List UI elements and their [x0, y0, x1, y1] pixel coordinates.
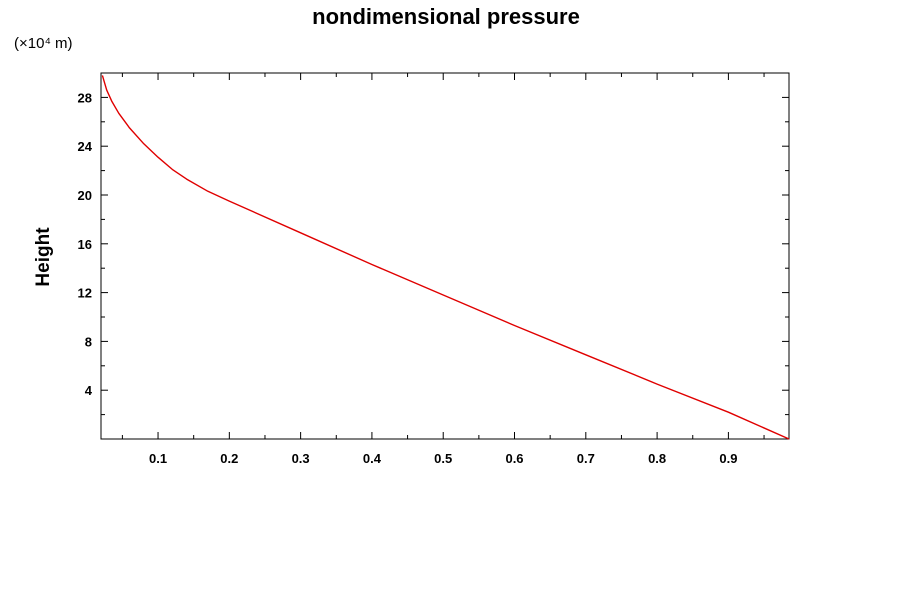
x-tick-label: 0.8 [648, 451, 666, 466]
y-tick-label: 20 [78, 188, 92, 203]
y-tick-label: 16 [78, 237, 92, 252]
plot-frame [100, 72, 790, 440]
chart-title: nondimensional pressure [312, 4, 580, 29]
x-tick-label: 0.7 [577, 451, 595, 466]
y-tick-label: 24 [78, 139, 93, 154]
x-tick-label: 0.3 [292, 451, 310, 466]
x-tick-label: 0.2 [220, 451, 238, 466]
y-tick-label: 28 [78, 90, 92, 105]
tick-labels-layer: 0.1 0.2 0.3 0.4 0.5 0.6 0.7 0.8 0.9 4 8 12 16 20 24 28 [78, 90, 738, 466]
y-tick-label: 8 [85, 334, 92, 349]
x-tick-label: 0.6 [505, 451, 523, 466]
x-tick-label: 0.4 [363, 451, 382, 466]
y-tick-label: 4 [85, 383, 93, 398]
series-line [101, 75, 790, 440]
y-axis-label: Height [33, 227, 54, 287]
x-tick-label: 0.1 [149, 451, 167, 466]
series-layer [101, 75, 790, 440]
y-scale-note: (×10⁴ m) [14, 35, 73, 52]
ticks-layer [101, 73, 789, 439]
y-tick-label: 12 [78, 286, 92, 301]
x-tick-label: 0.9 [719, 451, 737, 466]
x-tick-label: 0.5 [434, 451, 452, 466]
